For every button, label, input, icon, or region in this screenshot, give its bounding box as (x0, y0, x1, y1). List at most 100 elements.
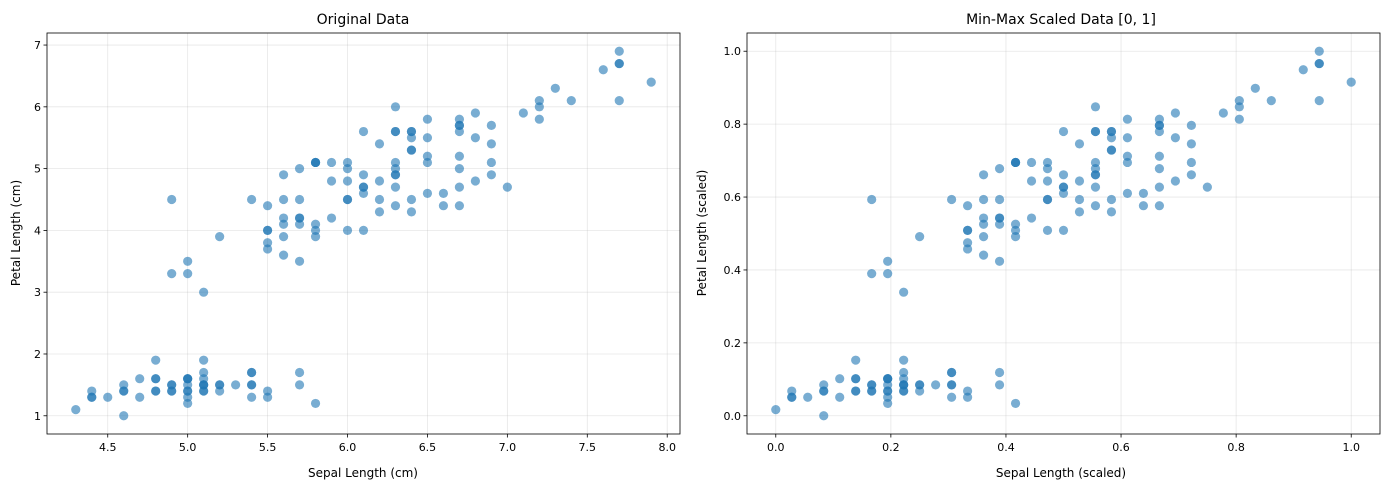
x-tick-label: 0.0 (767, 441, 785, 454)
data-point (1026, 176, 1037, 186)
data-point (1058, 188, 1069, 198)
data-point (215, 380, 225, 390)
data-point (994, 256, 1005, 266)
data-point (358, 188, 369, 198)
data-point (978, 194, 989, 205)
y-tick-label: 6 (34, 101, 41, 114)
data-point (215, 231, 225, 242)
data-point (183, 256, 193, 266)
y-tick-label: 2 (34, 348, 41, 361)
data-point (1042, 164, 1053, 174)
y-tick-label: 0.0 (724, 410, 742, 423)
data-point (167, 386, 177, 396)
chart-original-data: Original Data 4.5 5.0 5.5 6.0 6.5 7.0 7.5 8.0 1… (9, 12, 681, 480)
data-point (1106, 194, 1117, 205)
data-point (1154, 182, 1165, 192)
data-point (867, 269, 877, 279)
data-point (151, 386, 161, 396)
data-point (1090, 182, 1101, 192)
y-axis-ticks: 1 2 3 4 5 6 7 (34, 39, 47, 423)
data-point (1314, 58, 1324, 69)
data-point (1074, 176, 1085, 186)
data-point (1314, 96, 1324, 106)
data-point (646, 77, 656, 87)
data-point (199, 287, 209, 297)
data-point (310, 398, 321, 409)
data-point (1026, 213, 1037, 223)
data-point (454, 182, 465, 192)
data-point (1042, 225, 1053, 236)
data-point (1058, 225, 1069, 236)
data-point (1154, 201, 1165, 211)
data-point (835, 374, 845, 384)
data-point (71, 404, 81, 415)
y-tick-label: 5 (34, 163, 41, 176)
data-point (1106, 207, 1117, 217)
data-point (358, 225, 369, 236)
grid (747, 33, 1380, 434)
x-axis-label: Sepal Length (scaled) (996, 466, 1126, 480)
x-tick-label: 6.5 (419, 441, 437, 454)
data-point (1234, 114, 1244, 124)
data-point (247, 367, 257, 378)
data-point (390, 126, 401, 137)
data-point (598, 65, 608, 75)
data-point (1202, 182, 1212, 192)
data-point (87, 392, 97, 402)
data-point (1170, 133, 1180, 143)
data-point (771, 404, 781, 415)
y-tick-label: 1 (34, 410, 41, 423)
y-tick-label: 3 (34, 286, 41, 299)
data-point (406, 194, 417, 205)
y-tick-label: 0.6 (724, 191, 742, 204)
chart-min-max-scaled-data: Min-Max Scaled Data [0, 1] 0.0 0.2 0.4 0.6 0… (695, 12, 1381, 480)
chart-title: Original Data (317, 12, 410, 28)
data-point (1154, 120, 1165, 130)
data-point (915, 231, 925, 242)
data-point (342, 176, 353, 186)
data-point (454, 120, 465, 130)
data-point (326, 213, 337, 223)
data-point (867, 386, 877, 396)
data-point (899, 355, 909, 365)
data-point (342, 194, 353, 205)
y-axis-label: Petal Length (scaled) (695, 170, 709, 297)
data-point (1186, 170, 1196, 180)
data-point (406, 133, 417, 143)
data-point (931, 380, 941, 390)
data-point (614, 46, 624, 56)
data-point (390, 182, 401, 192)
data-point (819, 386, 829, 396)
data-point (294, 256, 305, 266)
data-point (867, 194, 877, 205)
plot-frame (46, 32, 681, 435)
data-point (262, 392, 273, 402)
data-point (614, 58, 624, 69)
data-point (1170, 176, 1180, 186)
data-point (962, 225, 973, 236)
data-point (1074, 194, 1085, 205)
y-tick-label: 7 (34, 39, 41, 52)
data-point (1298, 65, 1308, 75)
x-tick-label: 5.5 (259, 441, 277, 454)
data-point (422, 133, 433, 143)
data-point (486, 157, 496, 168)
data-point (422, 188, 433, 198)
data-point (374, 176, 385, 186)
data-point (819, 411, 829, 421)
data-point (278, 231, 289, 242)
data-point (566, 96, 576, 106)
data-point (470, 108, 480, 118)
data-point (151, 355, 161, 365)
data-point (1010, 398, 1021, 409)
data-point (119, 411, 129, 421)
data-point (1042, 176, 1053, 186)
data-point (406, 145, 417, 155)
data-point (947, 380, 957, 390)
data-point (994, 367, 1005, 378)
data-point (1138, 201, 1149, 211)
data-point (534, 114, 544, 124)
x-tick-label: 6.0 (339, 441, 357, 454)
data-point (1122, 114, 1133, 124)
data-point (278, 250, 289, 260)
